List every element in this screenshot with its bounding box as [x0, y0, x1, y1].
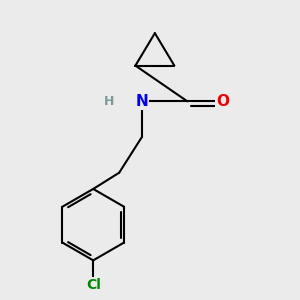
Text: Cl: Cl	[86, 278, 101, 292]
Text: N: N	[136, 94, 148, 109]
Text: O: O	[217, 94, 230, 109]
Text: H: H	[104, 95, 115, 108]
